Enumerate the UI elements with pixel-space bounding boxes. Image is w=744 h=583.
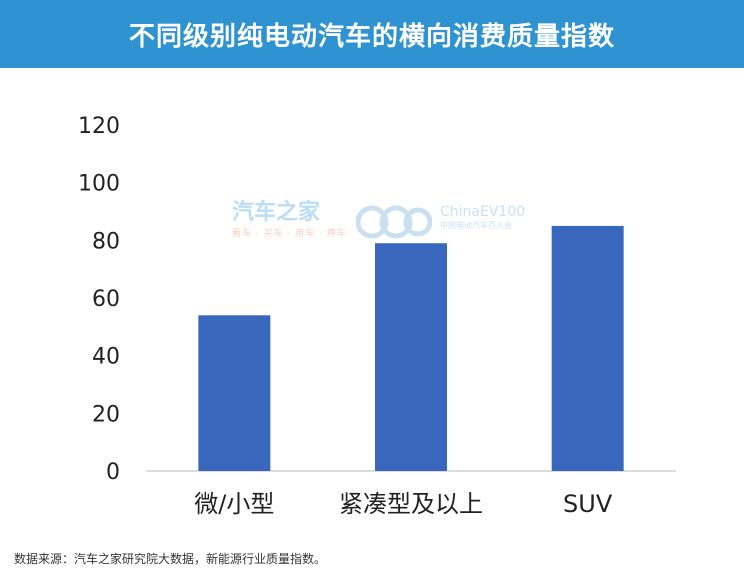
watermark-partner-sub: 中国电动汽车百人会	[440, 221, 512, 230]
watermark-tagline: 看车 · 买车 · 用车 · 换车	[232, 229, 347, 239]
x-category-label: 微/小型	[194, 490, 274, 518]
x-category-label: SUV	[563, 490, 613, 518]
bar	[375, 243, 447, 471]
y-tick-label: 60	[92, 287, 120, 312]
bar-chart: 0 20 40 60 80 100 120 微/小型 紧凑型及以上 SUV	[78, 114, 676, 518]
watermark-brand-block: 汽车之家 看车 · 买车 · 用车 · 换车	[232, 200, 350, 239]
watermark-partner: ChinaEV100	[440, 204, 526, 220]
title-bar: 不同级别纯电动汽车的横向消费质量指数	[0, 0, 744, 68]
y-tick-label: 80	[92, 229, 120, 254]
chart-title: 不同级别纯电动汽车的横向消费质量指数	[128, 21, 615, 52]
y-tick-label: 40	[92, 345, 120, 370]
bar	[198, 315, 271, 471]
y-tick-label: 0	[106, 460, 120, 485]
watermark-partner-block: ChinaEV100 中国电动汽车百人会	[440, 204, 525, 231]
bar	[551, 225, 624, 471]
y-tick-label: 120	[78, 114, 120, 139]
y-tick-label: 100	[78, 172, 120, 197]
watermark-100-logo-icon	[356, 205, 432, 239]
y-tick-label: 20	[92, 402, 120, 427]
x-category-label: 紧凑型及以上	[339, 490, 483, 518]
watermark: 汽车之家 看车 · 买车 · 用车 · 换车 ChinaEV100 中国电动汽车…	[232, 200, 532, 248]
source-note: 数据来源：汽车之家研究院大数据，新能源行业质量指数。	[14, 552, 327, 566]
watermark-brand: 汽车之家	[232, 200, 321, 225]
